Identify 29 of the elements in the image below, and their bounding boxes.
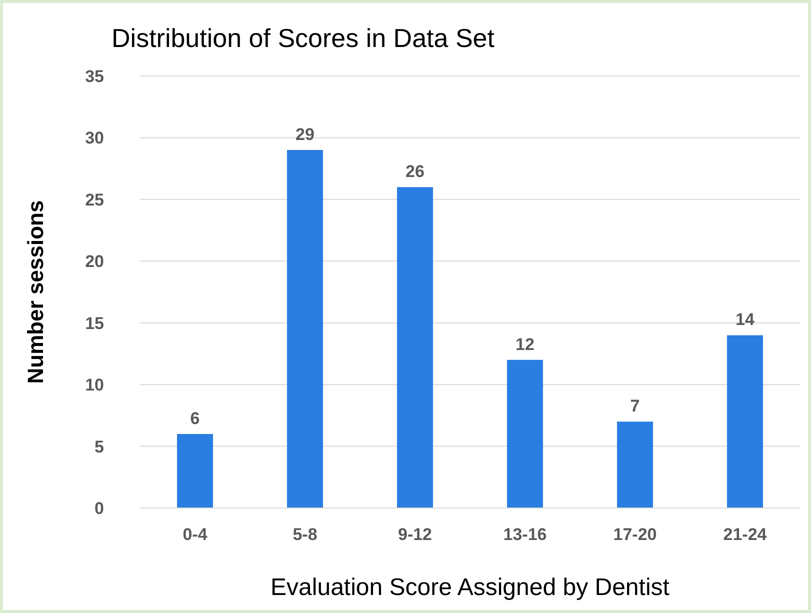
y-tick-label: 15 [85,314,104,333]
x-tick-label: 0-4 [182,525,208,544]
data-label: 26 [406,162,424,182]
data-label: 29 [296,125,314,144]
y-tick-label: 35 [85,67,104,86]
data-label: 7 [630,396,640,416]
y-tick-label: 0 [94,499,104,518]
x-tick-label: 13-16 [503,525,547,544]
data-label: 14 [736,310,755,330]
data-label: 12 [516,334,534,354]
bar [397,187,433,508]
data-label: 6 [190,408,200,428]
y-axis-title: Number sessions [22,200,48,384]
x-tick-label: 21-24 [723,525,768,544]
y-tick-label: 30 [85,128,104,148]
x-tick-label: 17-20 [613,525,657,544]
bar [177,434,213,508]
chart-title: Distribution of Scores in Data Set [110,23,496,54]
y-tick-label: 10 [85,376,104,395]
bar [287,150,323,508]
y-tick-label: 5 [94,437,104,456]
x-axis-title: Evaluation Score Assigned by Dentist [270,574,670,601]
bar [507,360,543,508]
x-tick-label: 9-12 [398,525,432,544]
bar [617,422,653,508]
y-tick-label: 25 [85,190,104,210]
y-tick-label: 20 [85,252,104,272]
x-tick-label: 5-8 [292,525,318,544]
bar [727,335,763,508]
